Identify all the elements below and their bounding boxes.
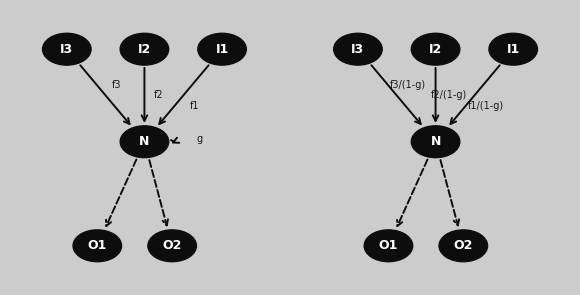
Ellipse shape [120, 33, 169, 65]
Text: O2: O2 [454, 239, 473, 252]
Text: f1: f1 [190, 101, 200, 111]
Text: N: N [430, 135, 441, 148]
Ellipse shape [411, 33, 460, 65]
Text: N: N [139, 135, 150, 148]
Text: f2/(1-g): f2/(1-g) [432, 91, 467, 101]
Text: I3: I3 [60, 43, 73, 56]
Ellipse shape [411, 126, 460, 158]
Text: f3: f3 [113, 80, 122, 90]
Text: I3: I3 [351, 43, 364, 56]
Ellipse shape [439, 230, 488, 262]
Ellipse shape [42, 33, 91, 65]
Text: O1: O1 [379, 239, 398, 252]
Ellipse shape [198, 33, 246, 65]
Ellipse shape [120, 126, 169, 158]
Ellipse shape [489, 33, 538, 65]
Ellipse shape [148, 230, 197, 262]
Ellipse shape [73, 230, 122, 262]
Text: O2: O2 [162, 239, 182, 252]
Text: O1: O1 [88, 239, 107, 252]
Text: I2: I2 [138, 43, 151, 56]
Text: g: g [197, 134, 202, 144]
Text: I1: I1 [506, 43, 520, 56]
Text: I1: I1 [215, 43, 229, 56]
Text: f2: f2 [154, 91, 163, 101]
Ellipse shape [334, 33, 382, 65]
Ellipse shape [364, 230, 413, 262]
Text: I2: I2 [429, 43, 442, 56]
Text: f1/(1-g): f1/(1-g) [468, 101, 504, 111]
Text: f3/(1-g): f3/(1-g) [390, 80, 426, 90]
